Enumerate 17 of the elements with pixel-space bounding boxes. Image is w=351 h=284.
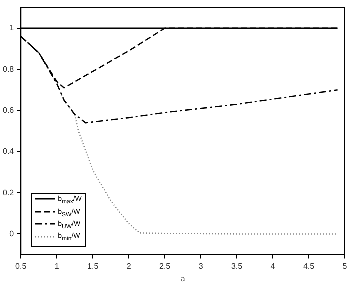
y-tick-label: 0.2	[2, 188, 15, 198]
x-tick-label: 1.5	[88, 262, 100, 271]
y-tick-label: 0	[10, 229, 15, 238]
x-tick-label: 4	[270, 262, 276, 271]
y-tick-label: 0.4	[2, 147, 15, 156]
y-tick-label: 0.6	[2, 106, 15, 115]
x-tick-label: 3.5	[231, 262, 244, 271]
y-tick-label: 0.8	[2, 64, 15, 74]
x-axis-title: a	[180, 274, 186, 284]
x-tick-label: 0.5	[16, 262, 28, 271]
x-tick-label: 4.5	[303, 262, 316, 271]
y-tick-label: 1	[10, 24, 15, 33]
x-tick-label: 2.5	[160, 262, 172, 271]
x-tick-label: 2	[126, 262, 132, 271]
x-tick-label: 3	[198, 262, 204, 271]
x-tick-label: 5	[342, 262, 348, 271]
x-tick-label: 1	[54, 262, 60, 271]
